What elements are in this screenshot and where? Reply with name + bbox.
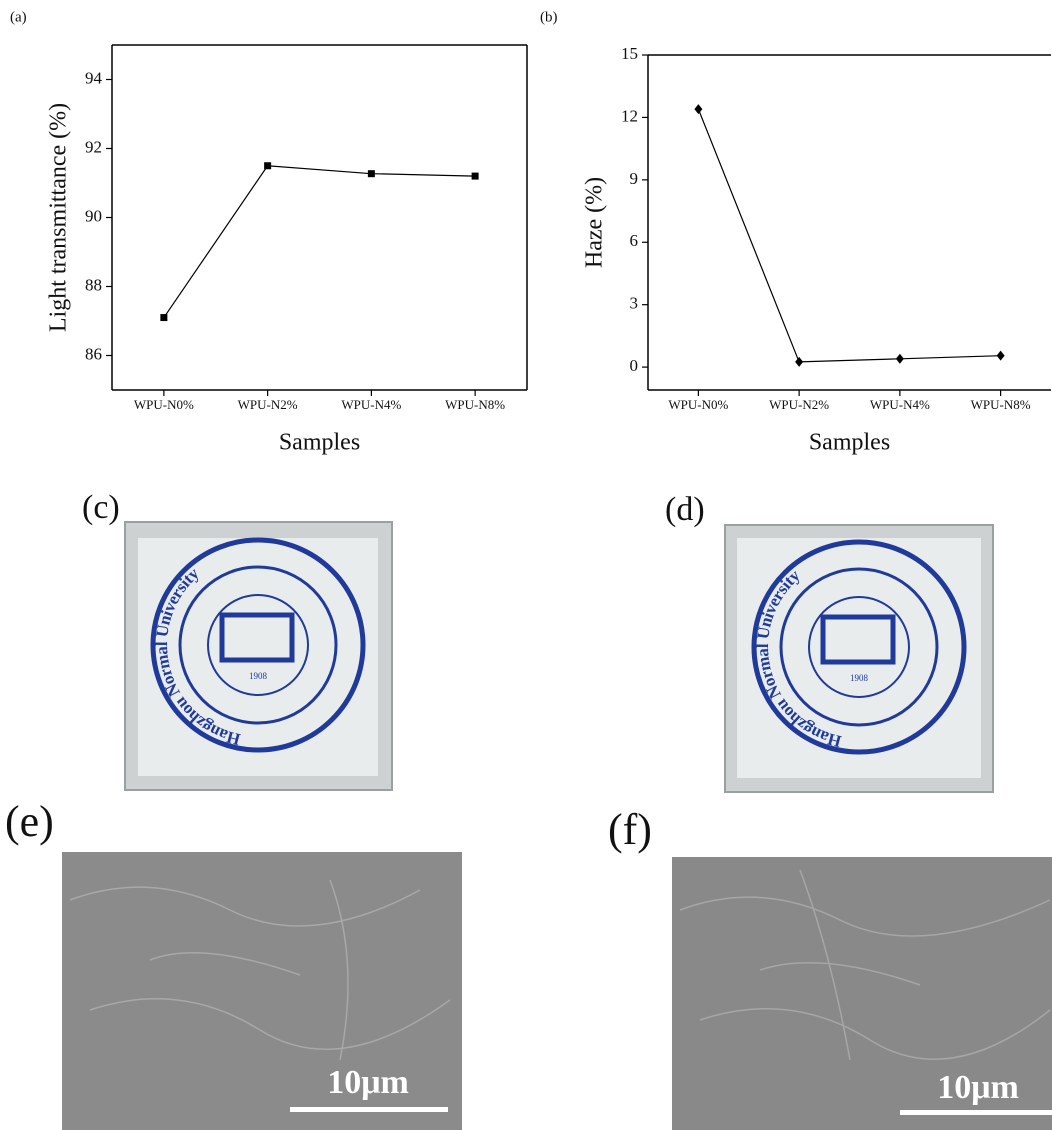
y-axis-label: Haze (%)	[582, 177, 608, 268]
marker	[694, 104, 703, 115]
seal-ring	[207, 594, 309, 696]
marker	[264, 162, 272, 170]
panel-label: (d)	[665, 491, 705, 528]
marker	[996, 350, 1005, 361]
y-tick-label: 94	[85, 68, 103, 87]
x-tick-label: WPU-N2%	[769, 397, 829, 412]
x-tick-label: WPU-N4%	[341, 397, 401, 412]
panel-label: (c)	[82, 489, 120, 526]
marker	[895, 353, 904, 364]
x-tick-label: WPU-N4%	[870, 397, 930, 412]
seal-ring	[178, 565, 338, 725]
x-axis-label: Samples	[809, 430, 890, 456]
scale-bar-label: 10μm	[327, 1064, 409, 1101]
texture	[679, 869, 1051, 1061]
film-inner	[737, 538, 981, 778]
scale-bar-label: 10μm	[937, 1069, 1019, 1106]
line	[697, 108, 1001, 363]
seal-emblem	[820, 614, 896, 665]
panel-label: (a)	[10, 9, 27, 25]
seal-emblem	[219, 612, 295, 663]
marker	[160, 314, 168, 322]
scale-bar	[290, 1107, 448, 1112]
y-tick-label: 12	[621, 106, 638, 125]
seal-ring	[150, 537, 366, 753]
y-tick-label: 9	[630, 169, 639, 188]
x-tick-label: WPU-N2%	[238, 397, 298, 412]
texture	[69, 879, 451, 1061]
line	[163, 165, 476, 318]
photo-c: (c) 1908 Hangzhou Normal University	[82, 489, 393, 791]
y-tick-label: 92	[85, 137, 102, 156]
sem-image	[62, 852, 462, 1130]
seal-ring	[808, 596, 910, 698]
photo-d: (d) 1908 Hangzhou Normal University	[665, 491, 994, 793]
x-tick-label: WPU-N0%	[668, 397, 728, 412]
x-axis-label: Samples	[279, 430, 360, 456]
x-tick-label: WPU-N8%	[445, 397, 505, 412]
y-tick-label: 3	[630, 294, 639, 313]
sem-image	[672, 857, 1052, 1130]
film-inner	[138, 538, 378, 776]
marker	[795, 356, 804, 367]
y-tick-label: 15	[621, 44, 638, 63]
panel-label: (f)	[608, 805, 652, 854]
seal-year: 1908	[249, 671, 268, 681]
marker	[367, 170, 375, 178]
x-tick-label: WPU-N0%	[134, 397, 194, 412]
panel-label: (e)	[5, 797, 54, 846]
marker	[471, 172, 479, 180]
y-tick-label: 88	[85, 275, 102, 294]
seal-ring	[751, 539, 967, 755]
y-tick-label: 90	[85, 206, 102, 225]
micrograph-f: (f) 10μm	[608, 805, 1052, 1130]
scale-bar	[900, 1110, 1052, 1115]
micrograph-e: (e) 10μm	[5, 797, 462, 1130]
seal-ring	[779, 567, 939, 727]
y-axis-label: Light transmittance (%)	[46, 103, 72, 332]
y-tick-label: 86	[85, 344, 102, 363]
seal-year: 1908	[850, 673, 869, 683]
panel-label: (b)	[540, 9, 558, 25]
x-tick-label: WPU-N8%	[971, 397, 1031, 412]
y-tick-label: 6	[630, 231, 639, 250]
y-tick-label: 0	[630, 356, 639, 375]
